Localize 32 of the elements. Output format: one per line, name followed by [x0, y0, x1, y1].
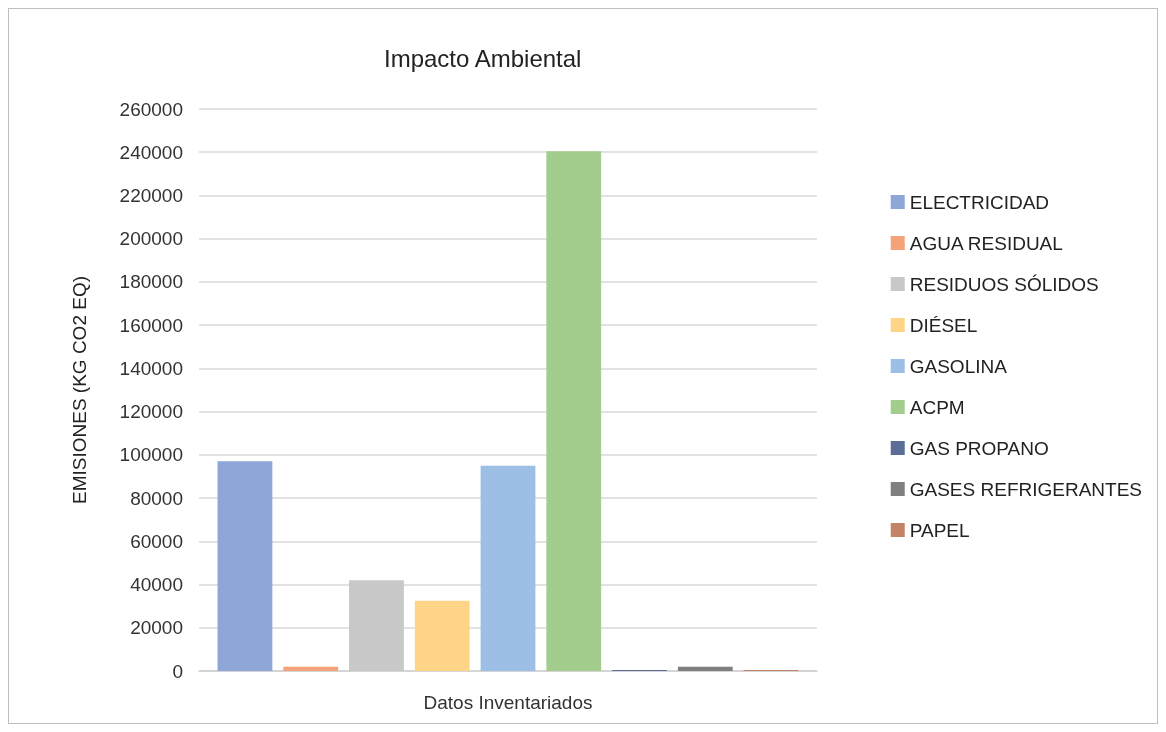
legend-label: AGUA RESIDUAL — [909, 232, 1063, 254]
y-tick-label: 260000 — [119, 98, 183, 120]
legend-label: ACPM — [909, 396, 965, 418]
bar — [414, 600, 470, 671]
bar — [217, 461, 273, 671]
legend-label: RESIDUOS SÓLIDOS — [909, 273, 1099, 295]
legend-label: ELECTRICIDAD — [909, 191, 1050, 213]
legend-label: GASES REFRIGERANTES — [909, 478, 1143, 500]
bar — [480, 465, 536, 671]
legend-label: PAPEL — [909, 519, 970, 541]
y-tick-label: 140000 — [119, 357, 183, 379]
y-tick-label: 100000 — [119, 444, 183, 466]
y-axis-title: EMISIONES (KG CO2 EQ) — [69, 275, 90, 505]
x-tick-label: Datos Inventariados — [423, 692, 593, 713]
y-tick-label: 200000 — [119, 228, 183, 250]
y-tick-label: 0 — [172, 660, 183, 682]
chart-title: Impacto Ambiental — [384, 44, 582, 72]
y-tick-label: 180000 — [119, 271, 183, 293]
y-tick-label: 20000 — [130, 617, 183, 639]
y-tick-label: 220000 — [119, 184, 183, 206]
legend-label: GAS PROPANO — [909, 437, 1049, 459]
bar — [677, 666, 733, 671]
legend-label: DIÉSEL — [909, 314, 978, 336]
y-tick-label: 60000 — [130, 530, 183, 552]
y-tick-label: 120000 — [119, 401, 183, 423]
y-tick-label: 160000 — [119, 314, 183, 336]
y-tick-label: 80000 — [130, 487, 183, 509]
y-tick-label: 240000 — [119, 141, 183, 163]
legend-label: GASOLINA — [909, 355, 1008, 377]
bar — [546, 151, 602, 671]
y-tick-label: 40000 — [130, 574, 183, 596]
bar — [283, 666, 339, 671]
